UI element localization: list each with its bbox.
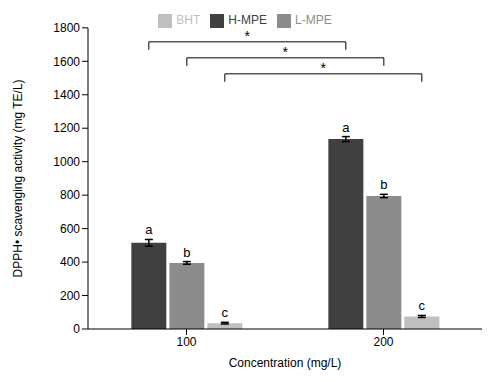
svg-text:*: * [283, 44, 289, 60]
svg-text:DPPH• scavenging activity (mg: DPPH• scavenging activity (mg TE/L) [11, 79, 25, 277]
svg-text:c: c [419, 298, 426, 313]
svg-text:1800: 1800 [53, 21, 80, 35]
html-text:H-MPE: H-MPE [228, 13, 267, 27]
svg-text:1200: 1200 [53, 121, 80, 135]
svg-text:*: * [245, 28, 251, 44]
svg-text:1600: 1600 [53, 55, 80, 69]
svg-text:0: 0 [73, 322, 80, 336]
svg-text:a: a [145, 222, 153, 237]
svg-text:100: 100 [176, 335, 196, 349]
svg-text:Concentration (mg/L): Concentration (mg/L) [229, 356, 342, 370]
svg-text:a: a [342, 120, 350, 135]
svg-text:b: b [183, 245, 190, 260]
svg-text:1000: 1000 [53, 155, 80, 169]
svg-text:200: 200 [373, 335, 393, 349]
svg-text:*: * [321, 60, 327, 76]
svg-text:200: 200 [60, 289, 80, 303]
html-text:BHT: BHT [176, 13, 201, 27]
svg-text:600: 600 [60, 222, 80, 236]
svg-text:1400: 1400 [53, 88, 80, 102]
html-text:L-MPE: L-MPE [295, 13, 332, 27]
svg-text:c: c [222, 305, 229, 320]
svg-text:800: 800 [60, 188, 80, 202]
svg-text:400: 400 [60, 255, 80, 269]
svg-text:b: b [380, 177, 387, 192]
